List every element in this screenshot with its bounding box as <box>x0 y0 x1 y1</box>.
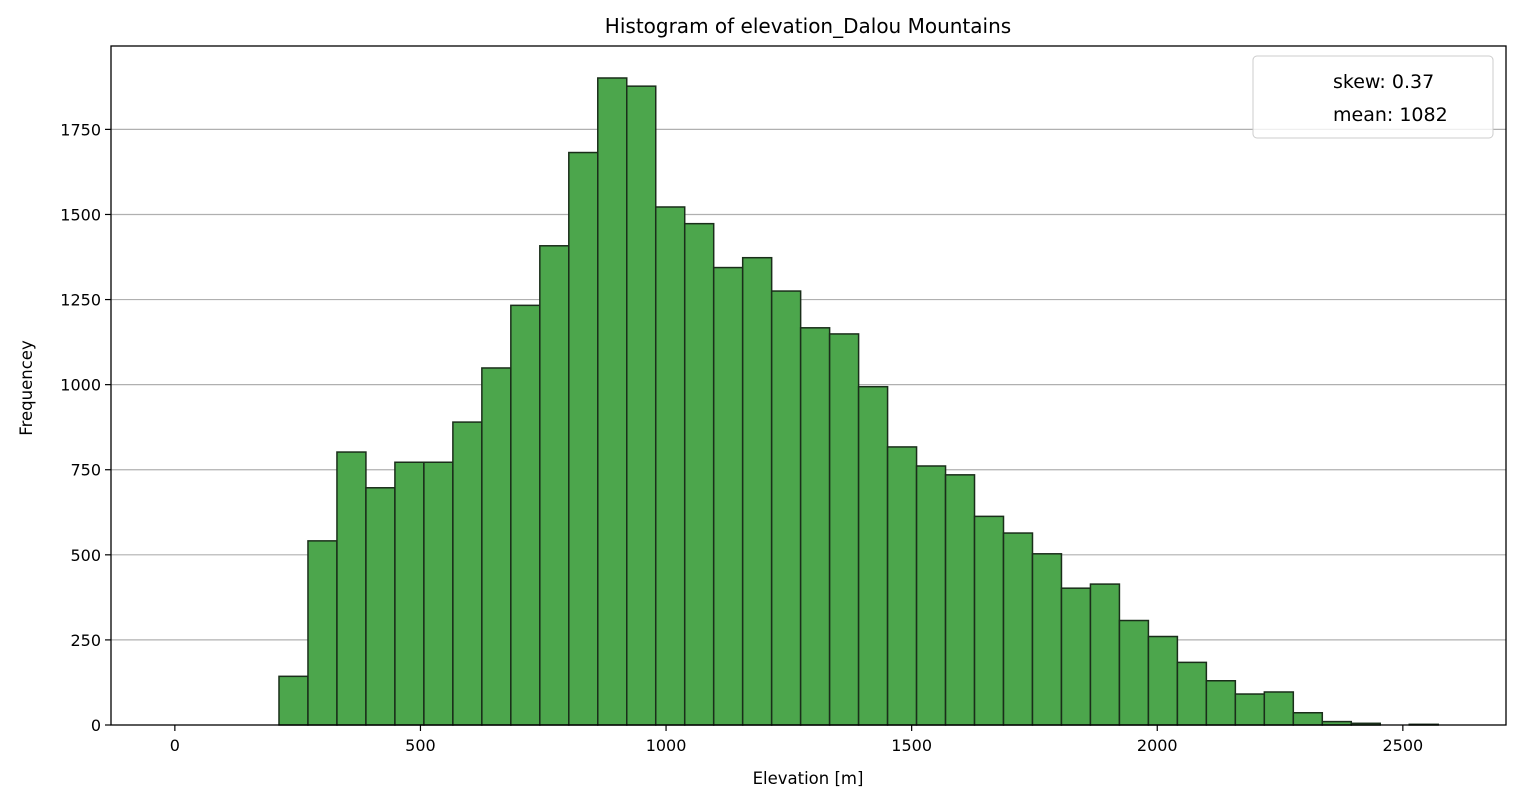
x-tick-label: 0 <box>170 736 180 755</box>
histogram-bar <box>857 385 889 726</box>
histogram-bar <box>1060 587 1092 726</box>
histogram-bar <box>1118 619 1150 726</box>
histogram-bar <box>1031 553 1063 726</box>
histogram-bar <box>915 465 947 726</box>
histogram-bar <box>799 327 831 726</box>
histogram-bar <box>597 77 628 726</box>
histogram-bar <box>770 290 802 726</box>
histogram-bar <box>307 540 338 726</box>
y-axis-ticks: 0 250 500 750 1000 1250 1500 1750 <box>60 120 111 735</box>
histogram-bar <box>1147 635 1179 726</box>
x-axis-ticks: 0 500 1000 1500 2000 2500 <box>170 725 1423 755</box>
histogram-bar <box>423 461 454 726</box>
plot-area-frame <box>110 45 1507 726</box>
y-tick-label: 1250 <box>60 291 101 310</box>
y-tick-label: 1750 <box>60 120 101 139</box>
histogram-bar <box>1234 693 1266 726</box>
histogram-bar <box>973 515 1005 726</box>
x-tick-label: 1500 <box>891 736 932 755</box>
histogram-bar <box>741 256 773 726</box>
histogram-bar <box>452 421 483 726</box>
histogram-bar <box>365 487 396 726</box>
y-tick-label: 1500 <box>60 205 101 224</box>
y-tick-label: 250 <box>70 631 101 650</box>
histogram-bar <box>481 367 512 726</box>
x-tick-label: 1000 <box>646 736 687 755</box>
histogram-bar <box>1263 691 1295 726</box>
histogram-bar <box>828 333 860 726</box>
y-tick-label: 1000 <box>60 376 101 395</box>
x-axis-label: Elevation [m] <box>753 769 864 788</box>
legend-box <box>1252 55 1494 139</box>
histogram-bar <box>1176 661 1208 726</box>
y-tick-label: 0 <box>91 716 101 735</box>
histogram-bar <box>626 85 657 726</box>
legend-entry-mean: mean: 1082 <box>1333 104 1448 126</box>
x-tick-label: 2500 <box>1382 736 1423 755</box>
histogram-bar <box>1205 680 1237 726</box>
histogram-bar <box>712 266 744 726</box>
chart-title: Histogram of elevation_Dalou Mountains <box>605 14 1011 38</box>
histogram-bar <box>278 675 309 726</box>
y-axis-label: Frequencey <box>17 340 36 436</box>
histogram-bars <box>278 77 1439 726</box>
histogram-bar <box>654 206 686 726</box>
histogram-bar <box>336 451 367 726</box>
histogram-bar <box>1002 532 1034 726</box>
histogram-bar <box>394 461 425 726</box>
histogram-bar <box>510 304 541 726</box>
y-tick-label: 500 <box>70 546 101 565</box>
x-tick-label: 2000 <box>1137 736 1178 755</box>
histogram-bar <box>683 222 715 726</box>
histogram-bar <box>1089 583 1121 726</box>
legend-entry-skew: skew: 0.37 <box>1333 71 1434 93</box>
y-tick-label: 750 <box>70 461 101 480</box>
legend: skew: 0.37 mean: 1082 <box>1252 55 1494 139</box>
histogram-bar <box>886 446 918 726</box>
histogram-bar <box>944 474 976 726</box>
x-tick-label: 500 <box>405 736 436 755</box>
histogram-bar <box>568 151 599 726</box>
histogram-bar <box>539 245 570 726</box>
histogram-bar <box>1292 711 1324 726</box>
